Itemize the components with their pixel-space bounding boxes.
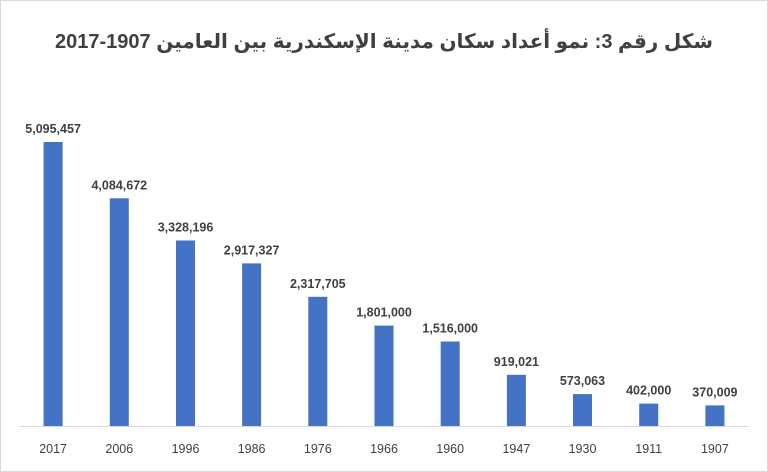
data-label-1911: 402,000 [626,384,671,398]
data-label-1907: 370,009 [692,385,737,399]
bar-2006 [109,198,129,426]
data-label-1996: 3,328,196 [158,221,214,235]
data-label-2017: 5,095,457 [25,122,81,136]
x-tick-1947: 1947 [502,442,530,456]
chart-title: شكل رقم 3: نمو أعداد سكان مدينة الإسكندر… [54,31,714,53]
data-label-1960: 1,516,000 [422,322,478,336]
data-label-1947: 919,021 [494,355,539,369]
x-tick-1986: 1986 [238,442,266,456]
bar-2017 [43,142,63,426]
bar-1976 [308,296,328,426]
x-tick-1966: 1966 [370,442,398,456]
data-label-1986: 2,917,327 [224,243,280,257]
bar-1930 [573,394,592,426]
bar-1947 [506,374,526,426]
data-label-1966: 1,801,000 [356,306,412,320]
bar-1907 [705,405,725,426]
x-tick-1930: 1930 [569,442,597,456]
data-label-2006: 4,084,672 [91,178,147,192]
x-tick-1976: 1976 [304,442,332,456]
x-tick-1960: 1960 [436,442,464,456]
x-tick-1911: 1911 [635,442,662,456]
x-tick-2006: 2006 [105,442,133,456]
bar-1960 [440,341,460,426]
data-label-1930: 573,063 [560,374,605,388]
bar-1996 [176,240,195,426]
bar-1966 [374,325,394,426]
x-tick-2017: 2017 [39,442,67,456]
bar-1911 [639,403,659,426]
x-tick-1996: 1996 [172,442,200,456]
bar-1986 [242,263,262,426]
data-label-1976: 2,317,705 [290,277,346,291]
x-tick-1907: 1907 [701,442,729,456]
